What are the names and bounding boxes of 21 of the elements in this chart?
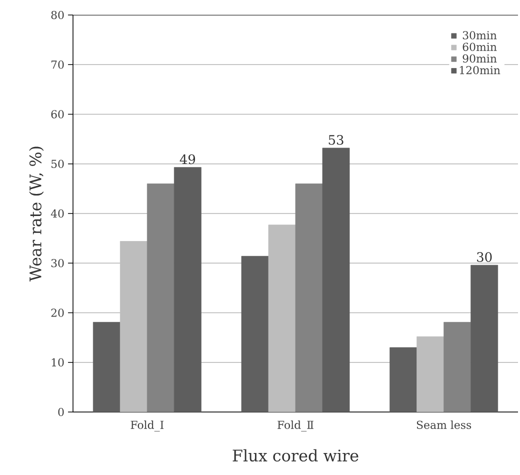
y-tick-label: 80 [51, 10, 64, 20]
y-tick-label: 40 [50, 209, 64, 218]
y-tick-label: 70 [51, 60, 64, 69]
x-axis-title: Flux cored wire [232, 449, 358, 462]
legend-label: 120min [460, 66, 500, 74]
x-tick-label: Fold_Ⅰ [130, 420, 164, 432]
y-axis-title: Wear rate (W, %) [29, 146, 44, 282]
y-tick-label: 30 [51, 258, 64, 268]
y-tick-label: 60 [51, 110, 64, 118]
data-label: 53 [328, 135, 344, 145]
y-tick-label: 0 [58, 408, 64, 416]
data-label: 30 [477, 252, 492, 262]
data-label: 49 [180, 154, 196, 164]
legend-label: 90min [462, 54, 497, 63]
x-tick-label: Fold_Ⅱ [278, 420, 314, 432]
legend-label: 30min [462, 31, 497, 40]
y-tick-label: 50 [51, 160, 64, 168]
y-tick-label: 20 [51, 308, 64, 317]
x-tick-label: Seam less [416, 420, 472, 429]
legend-label: 60min [462, 42, 497, 51]
y-tick-label: 10 [52, 358, 64, 367]
